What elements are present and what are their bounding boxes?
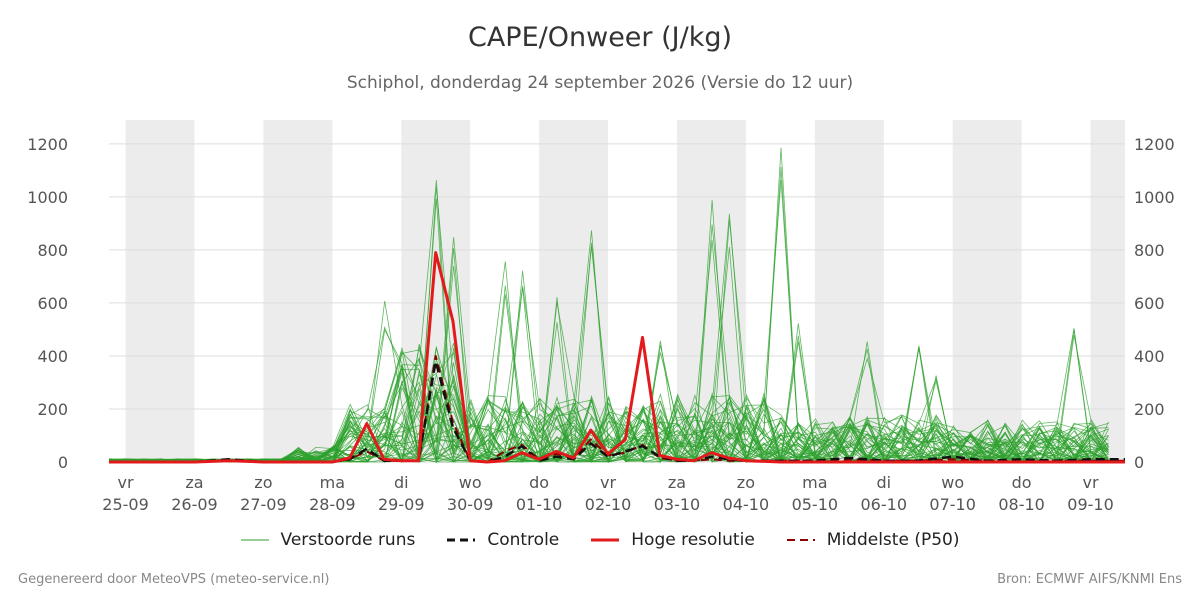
footer-credit: Gegenereerd door MeteoVPS (meteo-service… [18, 572, 330, 587]
weekend-band-6 [952, 120, 1022, 462]
legend-swatch-p50 [786, 539, 815, 541]
chart-subtitle: Schiphol, donderdag 24 september 2026 (V… [346, 73, 854, 93]
x-tick-day: do [1012, 473, 1032, 492]
weekend-band-1 [263, 120, 333, 462]
x-tick-day: vr [1083, 473, 1099, 492]
axis-labels: 0 0 200 200 400 400 600 600 800 800 1000 1000 1200 12… [27, 135, 1174, 514]
x-tick-day: wo [459, 473, 482, 492]
x-tick-day: vr [118, 473, 134, 492]
x-tick-date: 08-10 [998, 495, 1045, 514]
legend-item-control[interactable]: Controle [447, 530, 559, 550]
x-tick-date: 25-09 [102, 495, 149, 514]
x-tick-date: 05-10 [792, 495, 839, 514]
x-tick-day: za [668, 473, 686, 492]
x-tick-day: wo [941, 473, 964, 492]
legend-label-p50: Middelste (P50) [826, 530, 960, 550]
legend-swatch-hires [591, 538, 620, 542]
x-tick-date: 04-10 [723, 495, 770, 514]
y-tick-right-800: 800 [1134, 241, 1165, 260]
y-tick-right-200: 200 [1134, 400, 1165, 419]
x-tick-date: 27-09 [240, 495, 287, 514]
legend-label-ensemble: Verstoorde runs [280, 530, 416, 550]
weekend-band-5 [814, 120, 884, 462]
y-tick-left-200: 200 [37, 400, 68, 419]
y-tick-right-600: 600 [1134, 294, 1165, 313]
y-tick-left-1200: 1200 [27, 135, 68, 154]
legend-item-hires[interactable]: Hoge resolutie [591, 530, 755, 550]
y-tick-left-1000: 1000 [27, 188, 68, 207]
x-tick-day: zo [737, 473, 755, 492]
x-tick-day: zo [254, 473, 272, 492]
y-tick-left-800: 800 [37, 241, 68, 260]
legend: Verstoorde runs Controle Hoge resolutie … [0, 530, 1200, 550]
x-tick-date: 06-10 [861, 495, 908, 514]
legend-label-hires: Hoge resolutie [631, 530, 755, 550]
x-tick-day: di [394, 473, 409, 492]
ensemble-run-48 [108, 351, 1109, 463]
y-tick-right-1000: 1000 [1134, 188, 1175, 207]
x-tick-day: za [185, 473, 203, 492]
x-tick-date: 02-10 [585, 495, 632, 514]
weekend-band-7 [1090, 120, 1125, 462]
legend-item-p50[interactable]: Middelste (P50) [786, 530, 960, 550]
legend-label-control: Controle [487, 530, 560, 550]
series-hires [109, 251, 1125, 464]
chart-title: CAPE/Onweer (J/kg) [467, 22, 732, 53]
footer-source: Bron: ECMWF AIFS/KNMI Ens [997, 572, 1182, 587]
x-tick-day: do [529, 473, 549, 492]
x-tick-date: 03-10 [654, 495, 701, 514]
y-tick-left-400: 400 [37, 347, 68, 366]
legend-item-ensemble[interactable]: Verstoorde runs [240, 530, 416, 550]
y-tick-right-0: 0 [1134, 453, 1144, 472]
x-tick-date: 30-09 [447, 495, 494, 514]
weekend-band-0 [125, 120, 195, 462]
x-tick-date: 07-10 [929, 495, 976, 514]
legend-swatch-control [447, 538, 476, 542]
x-tick-date: 29-09 [378, 495, 425, 514]
x-tick-date: 28-09 [309, 495, 356, 514]
y-tick-left-600: 600 [37, 294, 68, 313]
x-tick-date: 26-09 [171, 495, 218, 514]
x-tick-day: di [876, 473, 891, 492]
x-tick-day: vr [600, 473, 616, 492]
x-tick-date: 09-10 [1067, 495, 1114, 514]
y-tick-left-0: 0 [58, 453, 68, 472]
x-tick-day: ma [802, 473, 827, 492]
y-tick-right-1200: 1200 [1134, 135, 1175, 154]
x-tick-day: ma [320, 473, 345, 492]
legend-swatch-ensemble [240, 539, 269, 541]
y-tick-right-400: 400 [1134, 347, 1165, 366]
ensemble-run-49 [108, 335, 1109, 463]
x-tick-date: 01-10 [516, 495, 563, 514]
main-series [109, 251, 1125, 464]
